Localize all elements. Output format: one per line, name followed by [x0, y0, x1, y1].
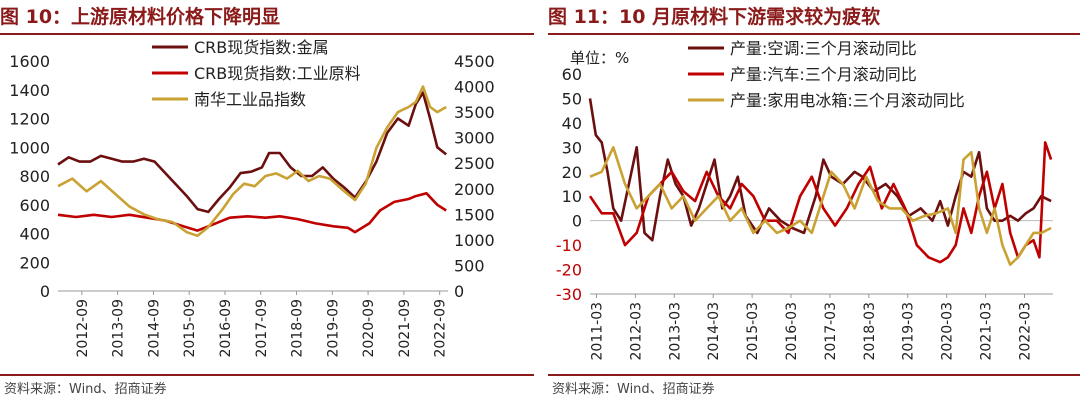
y-left-tick-label: -30: [556, 285, 582, 304]
y-left-tick-label: 30: [562, 138, 582, 157]
x-tick-label: 2020-09: [361, 299, 377, 358]
y-left-tick-label: 40: [562, 114, 582, 133]
x-tick-label: 2016-09: [218, 299, 234, 358]
legend-label-2: 产量:汽车:三个月滚动同比: [730, 65, 917, 84]
x-tick-label: 2019-09: [325, 299, 341, 358]
figure-11-panel: 图 11：10 月原材料下游需求较为疲软 -30 -20 -10 0 10 20 30 40 5…: [548, 0, 1080, 403]
figure-10-panel: 图 10：上游原材料价格下降明显 0 200 400 600 800 1000 1200 14…: [0, 0, 534, 403]
y-left-tick-label: 50: [562, 89, 582, 108]
y-left-tick-label: 1000: [9, 138, 50, 157]
figure-11-source: 资料来源：Wind、招商证券: [552, 382, 715, 397]
y-left-tick-label: 20: [562, 163, 582, 182]
y-left-tick-label: 200: [19, 253, 50, 272]
x-tick-label: 2022-03: [1017, 302, 1033, 361]
legend-label-1: CRB现货指数:金属: [194, 38, 329, 57]
x-tick-label: 2021-09: [397, 299, 413, 358]
y-right-tick-label: 0: [454, 282, 464, 301]
y-left-tick-label: -20: [556, 261, 582, 280]
y-right-tick-label: 500: [454, 256, 485, 275]
x-tick-label: 2020-03: [940, 302, 956, 361]
x-tick-label: 2012-09: [75, 299, 91, 358]
series-line-1: [57, 91, 448, 214]
y-left-tick-label: 1600: [9, 52, 50, 71]
y-left-tick-label: 1200: [9, 110, 50, 129]
y-right-tick-label: 4500: [454, 52, 495, 71]
y-left-tick-label: 0: [40, 282, 50, 301]
series-line-3: [57, 85, 447, 238]
y-right-tick-label: 3000: [454, 129, 495, 148]
x-tick-label: 2011-03: [589, 302, 605, 361]
x-tick-label: 2013-03: [667, 302, 683, 361]
y-right-tick-label: 4000: [454, 78, 495, 97]
y-left-tick-label: 800: [19, 167, 50, 186]
legend-label-3: 南华工业品指数: [194, 90, 306, 109]
y-left-tick-label: 1400: [9, 81, 50, 100]
y-left-tick-label: 60: [562, 65, 582, 84]
figure-10-chart: 0 200 400 600 800 1000 1200 1400 1600 0 500 1000 150…: [9, 38, 495, 358]
series-line-1: [588, 98, 1052, 242]
y-right-tick-label: 3500: [454, 103, 495, 122]
y-left-tick-label: -10: [556, 236, 582, 255]
y-right-tick-label: 1000: [454, 231, 495, 250]
y-left-tick-label: 0: [572, 212, 582, 231]
figure-11-chart: -30 -20 -10 0 10 20 30 40 50 60 2011-03 2012-03 2013…: [556, 39, 1053, 361]
figure-10-source: 资料来源：Wind、招商证券: [4, 382, 167, 397]
x-tick-label: 2014-03: [706, 302, 722, 361]
x-tick-label: 2019-03: [901, 302, 917, 361]
figure-11-title: 图 11：10 月原材料下游需求较为疲软: [548, 6, 881, 28]
y-right-tick-label: 2000: [454, 180, 495, 199]
x-tick-label: 2018-03: [862, 302, 878, 361]
x-tick-label: 2012-03: [628, 302, 644, 361]
figure-11-bottom-rule: [548, 374, 1080, 376]
x-tick-label: 2022-09: [433, 299, 449, 358]
x-tick-label: 2015-09: [182, 299, 198, 358]
unit-label: 单位：%: [570, 49, 629, 67]
x-tick-label: 2018-09: [290, 299, 306, 358]
y-right-tick-label: 2500: [454, 154, 495, 173]
x-tick-label: 2016-03: [784, 302, 800, 361]
x-tick-label: 2015-03: [745, 302, 761, 361]
y-left-tick-label: 600: [19, 196, 50, 215]
x-tick-label: 2021-03: [979, 302, 995, 361]
legend-label-1: 产量:空调:三个月滚动同比: [730, 39, 917, 58]
figure-10-title-rule: [0, 33, 534, 35]
x-tick-label: 2017-09: [254, 299, 270, 358]
series-line-2: [57, 192, 447, 234]
figure-10-title: 图 10：上游原材料价格下降明显: [0, 6, 281, 28]
x-tick-label: 2013-09: [111, 299, 127, 358]
legend-label-2: CRB现货指数:工业原料: [194, 64, 361, 83]
series-line-2: [588, 141, 1053, 264]
y-right-tick-label: 1500: [454, 205, 495, 224]
y-left-tick-label: 400: [19, 225, 50, 244]
x-tick-label: 2014-09: [146, 299, 162, 358]
figure-11-title-rule: [548, 33, 1080, 35]
legend-label-3: 产量:家用电冰箱:三个月滚动同比: [730, 91, 965, 110]
y-left-tick-label: 10: [562, 187, 582, 206]
figure-10-bottom-rule: [0, 374, 534, 376]
x-tick-label: 2017-03: [823, 302, 839, 361]
series-line-3: [589, 146, 1052, 266]
